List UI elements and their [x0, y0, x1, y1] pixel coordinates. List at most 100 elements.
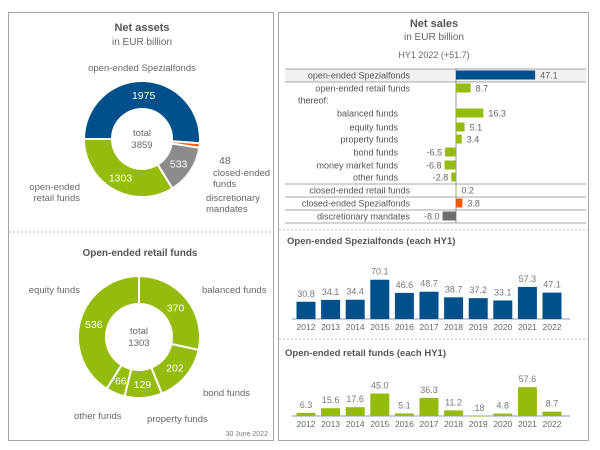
slice-label: mandates	[206, 204, 248, 215]
bar-value: 70.1	[371, 267, 389, 277]
year-tick-label: 2016	[395, 419, 414, 429]
year-tick-label: 2018	[444, 322, 463, 332]
retail-donut-title: Open-ended retail funds	[82, 248, 197, 259]
donut-slice	[82, 138, 174, 198]
slice-value: 1975	[132, 90, 156, 102]
bar	[542, 292, 562, 319]
year-tick-label: 2016	[395, 322, 414, 332]
slice-label: other funds	[74, 411, 122, 422]
bar	[419, 291, 439, 319]
row-label: bond funds	[353, 148, 398, 158]
bar	[444, 297, 464, 319]
donut-slice	[77, 274, 140, 391]
bar-value: 30.8	[297, 289, 315, 299]
bar-value: 5.1	[398, 400, 411, 410]
net-sales-bar	[456, 70, 536, 80]
right-panel	[278, 12, 589, 441]
bar-value: 33.1	[494, 287, 512, 297]
slice-label: open-ended	[29, 182, 80, 193]
bar	[394, 413, 414, 416]
bar-value: 34.1	[322, 287, 340, 297]
year-tick-label: 2015	[370, 322, 389, 332]
net-sales-value: 5.1	[470, 123, 483, 133]
row-label: thereof:	[298, 96, 329, 106]
year-tick-label: 2012	[297, 419, 316, 429]
spez-bars-title: Open-ended Spezialfonds (each HY1)	[287, 236, 455, 247]
slice-label: funds	[213, 179, 236, 190]
bar-value: 34.4	[346, 287, 364, 297]
bar-value: 4.8	[497, 401, 510, 411]
bar-value: 48.7	[420, 279, 438, 289]
net-sales-bar	[456, 122, 465, 132]
bar-value: 17.6	[346, 394, 364, 404]
bar	[345, 407, 365, 416]
net-sales-bar	[456, 83, 471, 93]
slice-value: 129	[134, 379, 152, 391]
row-label: balanced funds	[337, 109, 399, 119]
bar-value: 36.3	[420, 385, 438, 395]
bar	[370, 279, 390, 319]
net-sales-bar	[451, 172, 456, 182]
center-value: 1303	[128, 338, 149, 349]
center-label: total	[133, 128, 151, 139]
slice-value: 533	[170, 158, 188, 170]
net-sales-value: 47.1	[540, 71, 558, 81]
bar	[321, 408, 341, 416]
bar	[493, 300, 513, 319]
net-sales-bar	[444, 160, 456, 170]
slice-value: 370	[167, 302, 185, 314]
bar	[296, 301, 316, 319]
bar-value: 8.7	[546, 399, 559, 409]
year-tick-label: 2017	[420, 322, 439, 332]
net-sales-value: 8.7	[476, 84, 489, 94]
year-tick-label: 2014	[346, 419, 365, 429]
bar-value: 38.7	[445, 284, 463, 294]
bar	[370, 393, 390, 416]
year-tick-label: 2020	[493, 419, 512, 429]
row-label: closed-ended Spezialfonds	[302, 199, 411, 209]
slice-label: property funds	[147, 414, 208, 425]
slice-value: 48	[219, 155, 231, 167]
year-tick-label: 2019	[469, 419, 488, 429]
net-sales-subtitle: in EUR billion	[404, 32, 464, 43]
slice-value: 202	[166, 362, 184, 374]
retail-bars-title: Open-ended retail funds (each HY1)	[285, 348, 446, 359]
donut-slice	[82, 80, 201, 145]
year-tick-label: 2022	[543, 322, 562, 332]
bar-value: 47.1	[543, 280, 561, 290]
bar-value: 46.6	[396, 280, 414, 290]
net-sales-value: 16.3	[488, 109, 506, 119]
row-label: open-ended retail funds	[315, 84, 410, 94]
year-tick-label: 2020	[493, 322, 512, 332]
net-sales-bar	[456, 134, 462, 144]
bar-value: .18	[472, 403, 485, 413]
center-label: total	[130, 326, 148, 337]
row-label: other funds	[353, 173, 399, 183]
slice-label: bond funds	[203, 388, 250, 399]
net-sales-value: 3.4	[467, 135, 480, 145]
year-tick-label: 2013	[321, 419, 340, 429]
net-sales-bar	[456, 198, 463, 208]
bar	[345, 299, 365, 319]
year-tick-label: 2021	[518, 322, 537, 332]
bar-value: 57.6	[519, 374, 537, 384]
net-assets-subtitle: in EUR billion	[112, 37, 172, 48]
bar	[493, 413, 513, 416]
year-tick-label: 2015	[370, 419, 389, 429]
bar-value: 57.3	[519, 274, 537, 284]
bar	[517, 286, 537, 319]
slice-value: 1303	[109, 172, 133, 184]
slice-label: closed-ended	[213, 168, 270, 179]
year-tick-label: 2018	[444, 419, 463, 429]
net-sales-value: -2.8	[433, 173, 449, 183]
row-label: property funds	[340, 135, 398, 145]
year-tick-label: 2017	[420, 419, 439, 429]
bar	[468, 298, 488, 319]
bar-value: 6.3	[300, 400, 313, 410]
year-tick-label: 2012	[297, 322, 316, 332]
bar-value: 37.2	[469, 285, 487, 295]
bar	[542, 411, 562, 416]
slice-label: balanced funds	[202, 285, 267, 296]
slice-value: 66	[115, 375, 127, 387]
slice-label: open-ended Spezialfonds	[88, 63, 196, 74]
